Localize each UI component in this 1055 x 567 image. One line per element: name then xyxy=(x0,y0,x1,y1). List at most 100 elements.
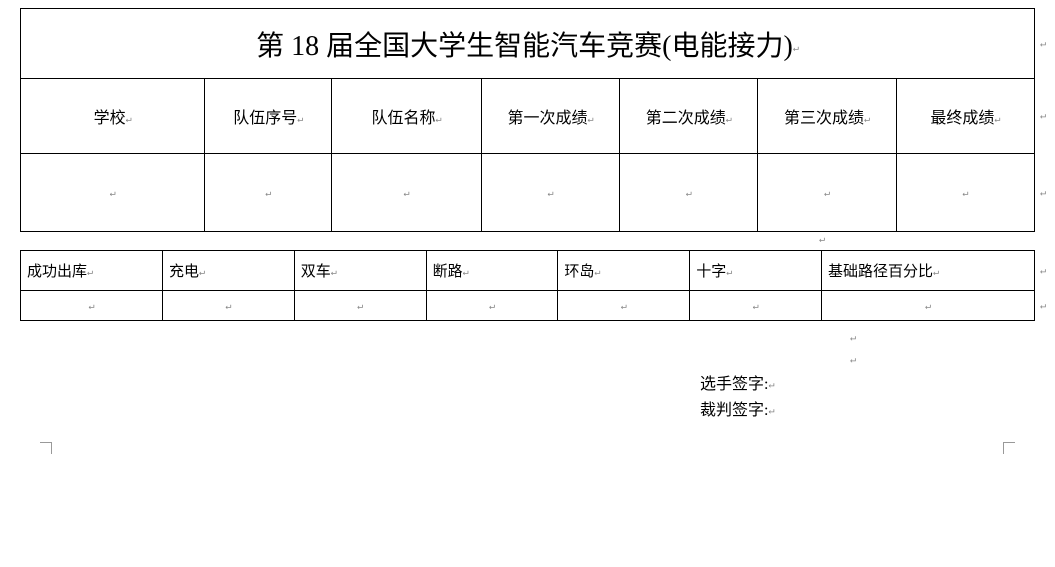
row-end-icon: ↵ xyxy=(1040,187,1046,198)
cell-school: ↵ xyxy=(21,154,205,232)
col-header-teamname: 队伍名称↵ xyxy=(332,79,482,154)
row-end-icon: ↵ xyxy=(1040,300,1046,311)
cell-score3: ↵ xyxy=(758,154,896,232)
page-corner-icon xyxy=(40,442,52,454)
crit-header-dual: 双车↵ xyxy=(294,251,426,291)
crit-header-charge: 充电↵ xyxy=(162,251,294,291)
para-mark-icon: ↵ xyxy=(126,114,132,125)
col-header-score2: 第二次成绩↵ xyxy=(620,79,758,154)
col-header-label: 成功出库 xyxy=(27,264,87,280)
col-header-label: 第一次成绩 xyxy=(507,110,587,127)
para-mark-icon: ↵ xyxy=(850,355,856,366)
crit-header-depot: 成功出库↵ xyxy=(21,251,163,291)
col-header-label: 队伍名称 xyxy=(371,110,435,127)
col-header-label: 环岛 xyxy=(564,264,594,280)
para-mark-icon: ↵ xyxy=(994,114,1000,125)
crit-cell: ↵ xyxy=(294,291,426,321)
para-mark-icon: ↵ xyxy=(933,267,939,278)
para-mark-icon: ↵ xyxy=(547,187,553,198)
criteria-data-row: ↵ ↵ ↵ ↵ ↵ ↵ ↵ ↵ xyxy=(21,291,1035,321)
crit-header-cross: 十字↵ xyxy=(690,251,822,291)
para-mark-icon: ↵ xyxy=(489,300,495,311)
para-mark-icon: ↵ xyxy=(793,43,799,54)
col-header-label: 基础路径百分比 xyxy=(828,264,933,280)
main-table: 第 18 届全国大学生智能汽车竞赛(电能接力)↵ ↵ 学校↵ 队伍序号↵ 队伍名… xyxy=(20,8,1035,232)
col-header-label: 第二次成绩 xyxy=(646,110,726,127)
para-mark-icon: ↵ xyxy=(819,234,825,245)
para-mark-icon: ↵ xyxy=(88,300,94,311)
col-header-label: 双车 xyxy=(301,264,331,280)
para-mark-icon: ↵ xyxy=(768,405,774,416)
row-end-icon: ↵ xyxy=(1040,38,1046,49)
blank-line: ↵ xyxy=(20,327,1035,349)
crit-cell: ↵ xyxy=(21,291,163,321)
row-end-icon: ↵ xyxy=(1040,111,1046,122)
para-mark-icon: ↵ xyxy=(824,187,830,198)
para-mark-icon: ↵ xyxy=(726,114,732,125)
cell-teamno: ↵ xyxy=(205,154,332,232)
crit-cell: ↵ ↵ xyxy=(822,291,1035,321)
col-header-label: 十字 xyxy=(696,264,726,280)
crit-cell: ↵ xyxy=(162,291,294,321)
player-signature-label: 选手签字:↵ xyxy=(20,372,1035,398)
para-mark-icon: ↵ xyxy=(686,187,692,198)
document-page: 第 18 届全国大学生智能汽车竞赛(电能接力)↵ ↵ 学校↵ 队伍序号↵ 队伍名… xyxy=(20,8,1035,454)
col-header-label: 断路 xyxy=(433,264,463,280)
para-mark-icon: ↵ xyxy=(621,300,627,311)
signature-block: ↵ ↵ 选手签字:↵ 裁判签字:↵ xyxy=(20,327,1035,424)
crit-header-pathpct: 基础路径百分比↵ ↵ xyxy=(822,251,1035,291)
para-mark-icon: ↵ xyxy=(768,379,774,390)
col-header-label: 充电 xyxy=(169,264,199,280)
cell-final: ↵ ↵ xyxy=(896,154,1034,232)
crit-cell: ↵ xyxy=(558,291,690,321)
signature-text: 裁判签字: xyxy=(700,402,768,419)
col-header-label: 队伍序号 xyxy=(233,110,297,127)
para-mark-icon: ↵ xyxy=(588,114,594,125)
para-mark-icon: ↵ xyxy=(753,300,759,311)
crit-header-break: 断路↵ xyxy=(426,251,558,291)
col-header-school: 学校↵ xyxy=(21,79,205,154)
para-mark-icon: ↵ xyxy=(331,267,337,278)
para-mark-icon: ↵ xyxy=(297,114,303,125)
col-header-score3: 第三次成绩↵ xyxy=(758,79,896,154)
col-header-teamno: 队伍序号↵ xyxy=(205,79,332,154)
referee-signature-label: 裁判签字:↵ xyxy=(20,398,1035,424)
para-mark-icon: ↵ xyxy=(962,187,968,198)
title-cell: 第 18 届全国大学生智能汽车竞赛(电能接力)↵ ↵ xyxy=(21,9,1035,79)
para-mark-icon: ↵ xyxy=(463,267,469,278)
spacer: ↵ xyxy=(20,232,1035,250)
cell-score2: ↵ xyxy=(620,154,758,232)
para-mark-icon: ↵ xyxy=(357,300,363,311)
crit-cell: ↵ xyxy=(690,291,822,321)
row-end-icon: ↵ xyxy=(1040,265,1046,276)
para-mark-icon: ↵ xyxy=(925,300,931,311)
crit-header-island: 环岛↵ xyxy=(558,251,690,291)
cell-teamname: ↵ xyxy=(332,154,482,232)
criteria-header-row: 成功出库↵ 充电↵ 双车↵ 断路↵ 环岛↵ 十字↵ 基础路径百分比↵ ↵ xyxy=(21,251,1035,291)
para-mark-icon: ↵ xyxy=(199,267,205,278)
col-header-final: 最终成绩↵ ↵ xyxy=(896,79,1034,154)
table-row: ↵ ↵ ↵ ↵ ↵ ↵ ↵ ↵ xyxy=(21,154,1035,232)
header-row: 学校↵ 队伍序号↵ 队伍名称↵ 第一次成绩↵ 第二次成绩↵ 第三次成绩↵ 最终成… xyxy=(21,79,1035,154)
para-mark-icon: ↵ xyxy=(265,187,271,198)
col-header-score1: 第一次成绩↵ xyxy=(481,79,619,154)
signature-text: 选手签字: xyxy=(700,376,768,393)
col-header-label: 第三次成绩 xyxy=(784,110,864,127)
page-title: 第 18 届全国大学生智能汽车竞赛(电能接力) xyxy=(256,31,793,62)
para-mark-icon: ↵ xyxy=(403,187,409,198)
para-mark-icon: ↵ xyxy=(726,267,732,278)
blank-line: ↵ xyxy=(20,349,1035,371)
para-mark-icon: ↵ xyxy=(435,114,441,125)
para-mark-icon: ↵ xyxy=(864,114,870,125)
crit-cell: ↵ xyxy=(426,291,558,321)
para-mark-icon: ↵ xyxy=(225,300,231,311)
page-corner-icon xyxy=(1003,442,1015,454)
cell-score1: ↵ xyxy=(481,154,619,232)
criteria-table: 成功出库↵ 充电↵ 双车↵ 断路↵ 环岛↵ 十字↵ 基础路径百分比↵ ↵ ↵ ↵… xyxy=(20,250,1035,321)
col-header-label: 最终成绩 xyxy=(930,110,994,127)
para-mark-icon: ↵ xyxy=(594,267,600,278)
para-mark-icon: ↵ xyxy=(110,187,116,198)
para-mark-icon: ↵ xyxy=(850,332,856,343)
para-mark-icon: ↵ xyxy=(87,267,93,278)
col-header-label: 学校 xyxy=(94,110,126,127)
